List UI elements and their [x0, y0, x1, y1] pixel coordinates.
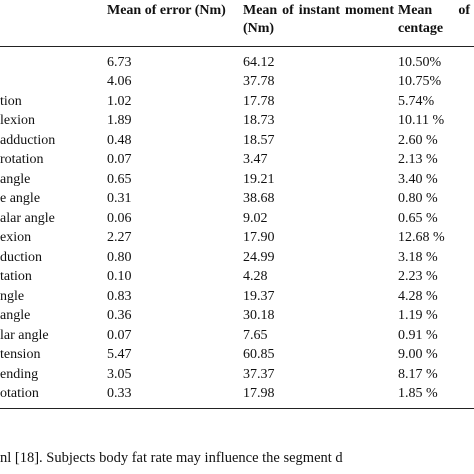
- table-cell: 0.80: [107, 249, 132, 265]
- table-cell: 0.10: [107, 269, 132, 284]
- table-row: ending 3.05 37.37 8.17 %: [0, 365, 474, 385]
- table-cell: 0.07: [107, 152, 132, 167]
- table-cell: ngle: [0, 288, 25, 304]
- table-cell: otation: [0, 386, 39, 401]
- table-row: angle 0.65 19.21 3.40 %: [0, 170, 474, 190]
- table-cell: tension: [0, 347, 41, 362]
- table-cell: 9.00 %: [398, 347, 438, 362]
- table-cell: 30.18: [243, 308, 275, 323]
- table-cell: 60.85: [243, 347, 275, 362]
- table-cell: 24.99: [243, 249, 275, 265]
- table-cell: 1.02: [107, 93, 132, 109]
- table-cell: angle: [0, 308, 31, 323]
- table-row: duction 0.80 24.99 3.18 %: [0, 248, 474, 268]
- table-cell: 10.11 %: [398, 113, 445, 128]
- table-cell: 4.28 %: [398, 288, 438, 304]
- table-cell: 3.47: [243, 152, 268, 167]
- table-cell: 19.37: [243, 288, 275, 304]
- table-cell: 2.13 %: [398, 152, 438, 167]
- table-row: angle 0.36 30.18 1.19 %: [0, 306, 474, 326]
- table-cell: 1.85 %: [398, 386, 438, 401]
- table-cell: 18.57: [243, 132, 275, 148]
- table-cell: 37.37: [243, 366, 275, 382]
- table-cell: 0.33: [107, 386, 132, 401]
- table-cell: 0.07: [107, 327, 132, 343]
- table-row: e angle 0.31 38.68 0.80 %: [0, 189, 474, 209]
- table-row: tension 5.47 60.85 9.00 %: [0, 345, 474, 365]
- table-cell: 37.78: [243, 74, 275, 89]
- table-row: tion 1.02 17.78 5.74%: [0, 92, 474, 112]
- results-table: Mean of error (Nm) Mean of instant moment…: [0, 0, 474, 408]
- table-cell: 3.05: [107, 366, 132, 382]
- table-cell: adduction: [0, 132, 56, 148]
- table-cell: [0, 46, 107, 72]
- table-row: rotation 0.07 3.47 2.13 %: [0, 150, 474, 170]
- table-cell: 1.89: [107, 113, 132, 128]
- table-cell: 10.75%: [398, 74, 442, 89]
- table-cell: 0.80 %: [398, 191, 438, 206]
- table-cell: [0, 72, 107, 92]
- table-cell: angle: [0, 171, 31, 187]
- table-cell: 2.23 %: [398, 269, 438, 284]
- table-cell: 64.12: [243, 54, 275, 70]
- table-cell: tion: [0, 93, 22, 109]
- body-text: nl [18]. Subjects body fat rate may infl…: [0, 450, 343, 466]
- table-cell: 0.65 %: [398, 210, 438, 226]
- table-cell: 17.98: [243, 386, 275, 401]
- column-header: Mean of error (Nm): [107, 3, 226, 18]
- table-body: 6.73 64.12 10.50% 4.06 37.78 10.75% tion 1.02 17…: [0, 46, 474, 408]
- table-row: 6.73 64.12 10.50%: [0, 46, 474, 72]
- table-cell: 6.73: [107, 54, 132, 70]
- table-cell: 8.17 %: [398, 366, 438, 382]
- table-cell: 5.74%: [398, 93, 435, 109]
- table-cell: 3.40 %: [398, 171, 438, 187]
- table-cell: 38.68: [243, 191, 275, 206]
- table-cell: exion: [0, 230, 32, 245]
- table-cell: duction: [0, 249, 42, 265]
- table-cell: 0.65: [107, 171, 132, 187]
- table-cell: 19.21: [243, 171, 275, 187]
- table-cell: 0.48: [107, 132, 132, 148]
- table-cell: 4.28: [243, 269, 268, 284]
- table-cell: alar angle: [0, 210, 55, 226]
- table-cell: 18.73: [243, 113, 275, 128]
- table-cell: 7.65: [243, 327, 268, 343]
- table-cell: lar angle: [0, 327, 49, 343]
- table-cell: 17.78: [243, 93, 275, 109]
- table-cell: 3.18 %: [398, 249, 438, 265]
- table-row: 4.06 37.78 10.75%: [0, 72, 474, 92]
- table-cell: 4.06: [107, 74, 132, 89]
- table-cell: lexion: [0, 113, 35, 128]
- table-row: otation 0.33 17.98 1.85 %: [0, 384, 474, 408]
- table-cell: 0.06: [107, 210, 132, 226]
- table-row: lar angle 0.07 7.65 0.91 %: [0, 326, 474, 346]
- table-cell: 0.36: [107, 308, 132, 323]
- table-cell: ending: [0, 366, 39, 382]
- table-cell: 12.68 %: [398, 230, 445, 245]
- table-cell: rotation: [0, 152, 44, 167]
- table-row: ngle 0.83 19.37 4.28 %: [0, 287, 474, 307]
- table-row: exion 2.27 17.90 12.68 %: [0, 228, 474, 248]
- table-row: lexion 1.89 18.73 10.11 %: [0, 111, 474, 131]
- table-cell: 17.90: [243, 230, 275, 245]
- table-cell: 0.91 %: [398, 327, 438, 343]
- column-header: Mean of centage: [398, 3, 470, 36]
- table-cell: 0.83: [107, 288, 132, 304]
- table-cell: 1.19 %: [398, 308, 438, 323]
- table-cell: 5.47: [107, 347, 132, 362]
- column-header: [0, 0, 107, 46]
- table-cell: 2.60 %: [398, 132, 438, 148]
- table-cell: 0.31: [107, 191, 132, 206]
- column-header: Mean of instant moment (Nm): [243, 3, 394, 36]
- table-cell: 9.02: [243, 210, 268, 226]
- table-row: alar angle 0.06 9.02 0.65 %: [0, 209, 474, 229]
- table-cell: e angle: [0, 191, 41, 206]
- table-row: adduction 0.48 18.57 2.60 %: [0, 131, 474, 151]
- header-row: Mean of error (Nm) Mean of instant moment…: [0, 0, 474, 46]
- table-cell: 10.50%: [398, 54, 442, 70]
- table-cell: 2.27: [107, 230, 132, 245]
- table-cell: tation: [0, 269, 32, 284]
- table-row: tation 0.10 4.28 2.23 %: [0, 267, 474, 287]
